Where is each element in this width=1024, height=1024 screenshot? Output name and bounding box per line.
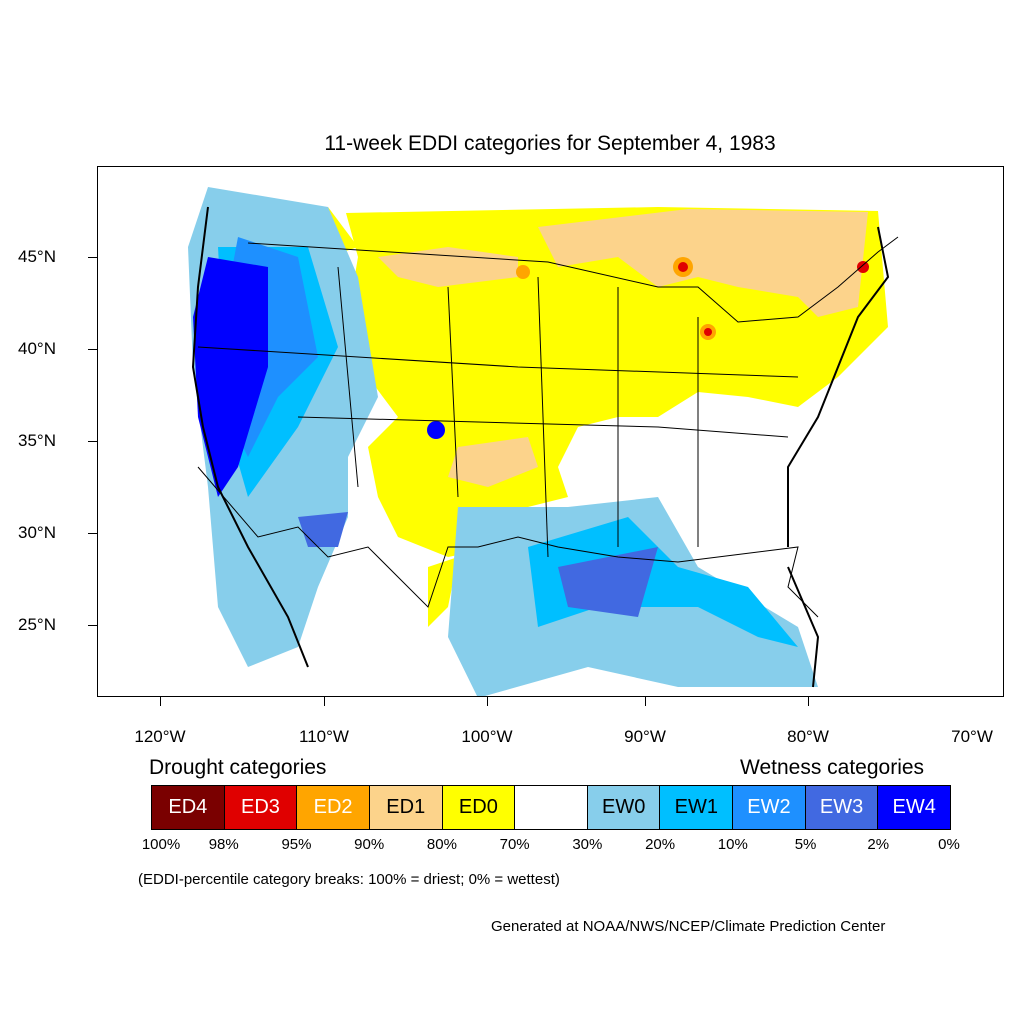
percentile-label: 0% bbox=[938, 836, 960, 853]
drought-heading: Drought categories bbox=[149, 756, 327, 779]
lon-label: 120°W bbox=[134, 727, 186, 746]
lon-tick bbox=[645, 697, 646, 706]
lon-tick bbox=[808, 697, 809, 706]
percentile-label: 70% bbox=[499, 836, 530, 853]
lat-label: 30°N bbox=[18, 523, 56, 542]
legend-swatch: EW2 bbox=[733, 786, 806, 829]
legend-swatch: ED1 bbox=[369, 786, 443, 829]
lon-label: 90°W bbox=[624, 727, 666, 746]
ed1-regions bbox=[378, 209, 868, 487]
legend-swatch bbox=[515, 786, 588, 829]
wetness-heading: Wetness categories bbox=[740, 756, 925, 779]
percentile-label: 100% bbox=[141, 836, 181, 853]
lat-label: 35°N bbox=[18, 431, 56, 450]
lon-tick bbox=[487, 697, 488, 706]
lon-label: 100°W bbox=[461, 727, 513, 746]
legend-swatch: ED2 bbox=[297, 786, 370, 829]
percentile-label: 90% bbox=[354, 836, 385, 853]
lon-label: 110°W bbox=[299, 727, 349, 746]
map-title: 11-week EDDI categories for September 4,… bbox=[324, 132, 776, 155]
legend-swatch: ED0 bbox=[442, 786, 516, 829]
lat-tick bbox=[88, 533, 97, 534]
lon-label: 80°W bbox=[787, 727, 829, 746]
legend-swatch: ED4 bbox=[152, 786, 225, 829]
lat-tick bbox=[88, 257, 97, 258]
percentile-label: 80% bbox=[426, 836, 457, 853]
percentile-label: 2% bbox=[867, 836, 890, 853]
eddi-map bbox=[188, 187, 899, 696]
percentile-label: 30% bbox=[572, 836, 603, 853]
credit-line: Generated at NOAA/NWS/NCEP/Climate Predi… bbox=[491, 918, 886, 935]
lat-tick bbox=[88, 441, 97, 442]
legend-swatch: ED3 bbox=[224, 786, 298, 829]
coastlines bbox=[191, 206, 890, 688]
legend-swatch: EW0 bbox=[587, 786, 661, 829]
category-note: (EDDI-percentile category breaks: 100% =… bbox=[138, 871, 560, 888]
percentile-label: 10% bbox=[717, 836, 748, 853]
ed2-ed3-spots bbox=[516, 257, 869, 340]
lat-label: 25°N bbox=[18, 615, 56, 634]
category-legend: ED4 ED3 ED2 ED1 ED0 EW0 EW1 EW2 EW3 EW4 bbox=[151, 785, 951, 830]
legend-swatch: EW3 bbox=[805, 786, 879, 829]
map-panel bbox=[97, 166, 1004, 697]
lon-label: 70°W bbox=[951, 727, 993, 746]
lat-label: 45°N bbox=[18, 247, 56, 266]
boundaries bbox=[197, 236, 899, 618]
lat-tick bbox=[88, 349, 97, 350]
legend-swatch: EW1 bbox=[660, 786, 734, 829]
lat-label: 40°N bbox=[18, 339, 56, 358]
percentile-label: 95% bbox=[281, 836, 312, 853]
percentile-label: 20% bbox=[645, 836, 676, 853]
lon-tick bbox=[160, 697, 161, 706]
ew2-ew4-regions bbox=[193, 237, 658, 617]
percentile-label: 5% bbox=[794, 836, 817, 853]
lon-tick bbox=[324, 697, 325, 706]
lat-tick bbox=[88, 625, 97, 626]
percentile-label: 98% bbox=[208, 836, 239, 853]
legend-swatch: EW4 bbox=[878, 786, 951, 829]
